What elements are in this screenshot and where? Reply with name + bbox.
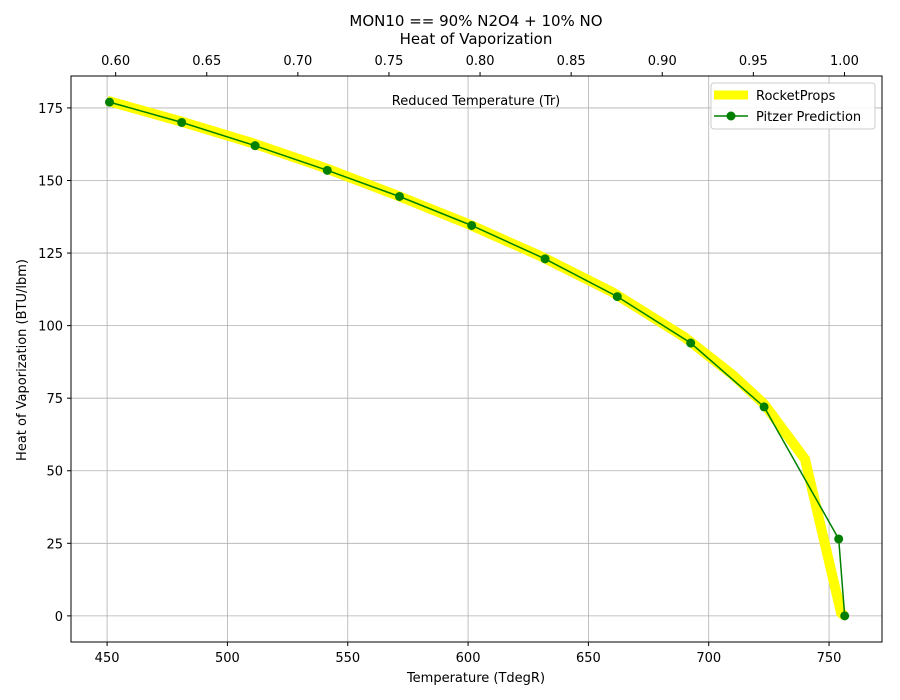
legend-label-rocketprops: RocketProps [756,89,836,104]
legend-label-pitzer: Pitzer Prediction [756,110,861,125]
data-point-pitzer [759,402,769,412]
legend: RocketProps Pitzer Prediction [710,82,876,130]
top-tick-label: 0.90 [648,54,677,69]
top-tick-label: 1.00 [830,54,859,69]
x-tick-label: 450 [95,651,120,666]
x-tick-label: 650 [576,651,601,666]
chart-title: MON10 == 90% N2O4 + 10% NO [349,12,602,30]
series-layer [105,95,850,621]
data-point-pitzer [467,220,477,230]
data-point-pitzer [394,191,404,201]
y-axis-label: Heat of Vaporization (BTU/lbm) [15,259,30,461]
grid-lines [71,76,882,642]
x-tick-label: 550 [335,651,360,666]
y-tick-label: 150 [38,174,63,189]
data-point-pitzer [834,534,844,544]
data-point-pitzer [686,338,696,348]
y-tick-label: 175 [38,102,63,117]
x-tick-label: 700 [696,651,721,666]
top-tick-label: 0.85 [557,54,586,69]
x-tick-label: 750 [817,651,842,666]
y-tick-label: 25 [46,537,63,552]
data-point-pitzer [612,292,622,302]
legend-box [710,82,876,130]
data-point-pitzer [540,254,550,264]
top-tick-label: 0.65 [192,54,221,69]
y-tick-label: 75 [46,392,63,407]
data-point-pitzer [322,165,332,175]
top-tick-label: 0.75 [374,54,403,69]
plot-frame [70,75,883,643]
y-tick-label: 50 [46,465,63,480]
legend-marker-pitzer [726,111,736,121]
data-point-pitzer [840,611,850,621]
series-line-rocketprops [105,95,848,620]
data-point-pitzer [250,141,260,151]
x-tick-label: 500 [215,651,240,666]
data-point-pitzer [105,97,115,107]
y-tick-label: 100 [38,320,63,335]
chart-subtitle: Heat of Vaporization [400,30,553,48]
y-tick-label: 0 [55,610,63,625]
x-tick-label: 600 [456,651,481,666]
y-tick-label: 125 [38,247,63,262]
axes [70,75,883,643]
data-point-pitzer [177,117,187,127]
top-tick-label: 0.95 [739,54,768,69]
top-tick-label: 0.80 [466,54,495,69]
top-tick-label: 0.60 [101,54,130,69]
top-axis-label: Reduced Temperature (Tr) [392,94,560,109]
x-axis-label: Temperature (TdegR) [406,671,545,686]
series-line-pitzer [109,101,846,616]
tick-layer: 450 500 550 600 650 700 750 0 25 50 75 100 125 150 175… [38,54,859,666]
top-tick-label: 0.70 [283,54,312,69]
